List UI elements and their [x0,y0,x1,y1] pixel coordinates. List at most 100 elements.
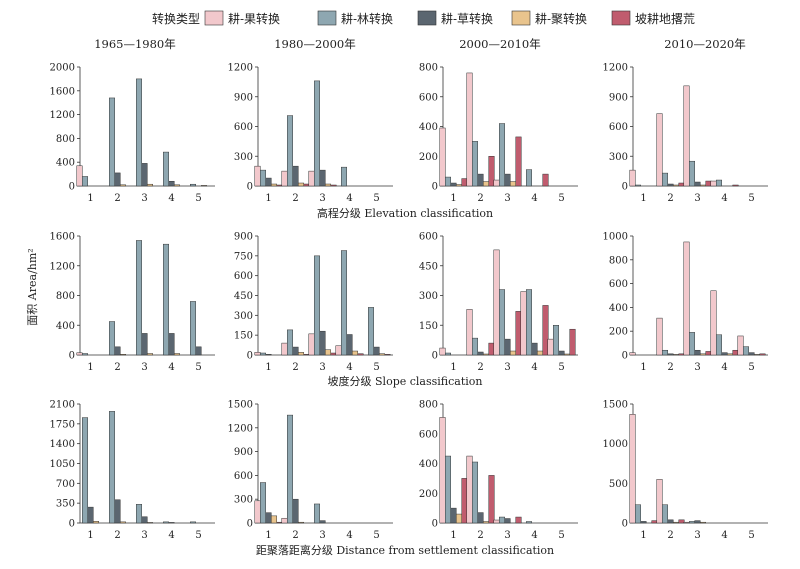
bar [569,328,576,356]
x-tick-label: 1 [640,362,646,373]
bar [136,240,142,356]
y-tick-label: 300 [234,152,253,163]
x-tick-label: 4 [721,362,727,373]
legend-item-label: 耕-聚转换 [535,11,587,26]
axis-line [632,67,768,187]
bar [716,334,722,356]
y-tick-label: 0 [69,519,75,530]
y-tick-label: 2000 [50,63,75,74]
bar [662,349,668,356]
bar [168,522,175,524]
bar [553,325,559,356]
x-tick-label: 3 [694,362,700,373]
bar [260,169,266,187]
y-tick-label: 400 [56,321,75,332]
bar [195,346,202,356]
bar [515,311,522,356]
x-tick-label: 5 [195,362,201,373]
bar [629,352,636,356]
bar [174,184,180,187]
y-axis-label: 面积 Area/hm² [26,248,39,325]
bar [673,521,679,524]
bar [466,72,473,187]
chart-panel: 0 400 800 1200 1600 1 2 3 4 5 [50,232,215,373]
bar [526,289,532,356]
bar [499,289,505,356]
bar [510,350,516,356]
bar [656,317,663,356]
y-tick-label: 0 [432,182,438,193]
x-tick-label: 2 [292,362,298,373]
x-tick-label: 4 [168,193,174,204]
bar [120,184,126,187]
y-tick-label: 600 [609,279,628,290]
y-tick-label: 0 [247,182,253,193]
bar [76,352,83,356]
bar [114,346,121,356]
bar [493,519,500,524]
x-tick-label: 5 [748,362,754,373]
bar [537,350,543,356]
x-tick-label: 2 [114,193,120,204]
legend-item-label: 耕-果转换 [228,11,280,26]
chart-panel: 0 300 600 900 1200 1 2 3 4 5 [228,63,393,204]
bar [147,353,153,356]
bar [520,291,527,356]
bar [341,250,347,356]
chart-panel: 0 150 300 450 600 750 900 1 2 3 4 5 [234,232,393,373]
bar [732,184,739,187]
bar [477,173,484,187]
bar [472,337,478,356]
y-tick-label: 1200 [50,261,75,272]
bar [493,249,500,356]
y-tick-label: 400 [56,158,75,169]
bar [120,354,126,356]
y-tick-label: 450 [419,261,438,272]
x-tick-label: 3 [141,362,147,373]
y-tick-label: 300 [609,152,628,163]
x-tick-label: 2 [114,530,120,541]
bar [445,176,451,187]
bar [120,521,126,524]
y-tick-label: 1400 [50,439,75,450]
bar [346,334,353,356]
bar [82,176,88,187]
bar [292,165,299,187]
y-tick-label: 700 [56,479,75,490]
x-tick-label: 2 [114,362,120,373]
x-tick-label: 4 [168,530,174,541]
y-tick-label: 900 [609,92,628,103]
bar [325,183,331,187]
bar [260,352,266,356]
bar [678,353,685,356]
axis-line [632,236,768,356]
bar [662,172,668,187]
x-tick-label: 2 [667,362,673,373]
bar [292,498,299,524]
x-tick-label: 2 [477,193,483,204]
y-tick-label: 600 [609,122,628,133]
x-tick-label: 5 [748,530,754,541]
bar [456,184,462,187]
bar [488,475,495,524]
y-tick-label: 800 [56,134,75,145]
bar [163,521,169,524]
x-tick-label: 5 [748,193,754,204]
bar [678,182,685,187]
bar [673,354,679,356]
y-tick-label: 400 [419,122,438,133]
bar [542,173,549,187]
x-tick-label: 2 [667,193,673,204]
y-tick-label: 600 [419,429,438,440]
y-tick-label: 1500 [603,400,628,411]
y-tick-label: 200 [419,152,438,163]
y-tick-label: 0 [69,351,75,362]
bar [352,350,358,356]
bar [483,353,489,356]
bar [254,352,261,356]
y-tick-label: 450 [234,291,253,302]
y-tick-label: 350 [56,499,75,510]
bar [531,342,538,356]
bar [629,169,636,187]
bar [265,177,272,187]
